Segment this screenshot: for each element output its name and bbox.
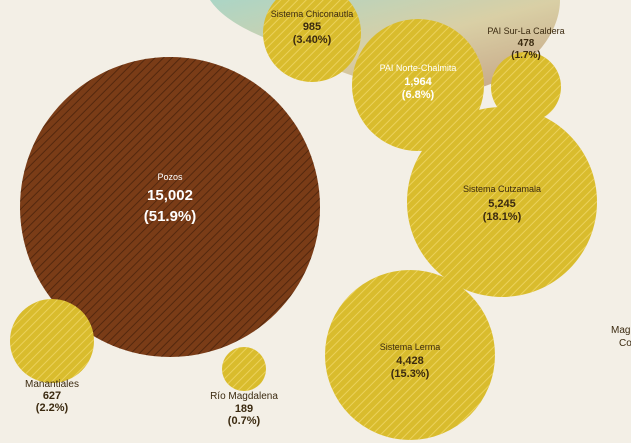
bubble-share-rio-magdalena: (0.7%) [228, 415, 261, 427]
bubble-label-rio-magdalena: Río Magdalena [210, 391, 278, 402]
bubble-label-manantiales: Manantiales [25, 379, 79, 390]
bubble-share-pai-norte-chalmita: (6.8%) [402, 89, 435, 101]
bubble-hatch-sistema-chiconautla [263, 0, 361, 82]
bubble-value-pozos: 15,002 [147, 187, 193, 204]
bubble-hatch-rio-magdalena [222, 347, 266, 391]
bubble-label-pozos: Pozos [157, 172, 183, 182]
bubble-value-rio-magdalena: 189 [235, 403, 253, 415]
cut-off-label-2: Co [619, 338, 631, 349]
bubble-label-sistema-chiconautla: Sistema Chiconautla [271, 9, 354, 19]
bubble-share-pai-sur-la-caldera: (1.7%) [511, 50, 540, 61]
cut-off-label-1: Mag [611, 325, 630, 336]
bubble-label-pai-norte-chalmita: PAI Norte-Chalmita [380, 63, 457, 73]
bubble-value-sistema-cutzamala: 5,245 [488, 198, 516, 210]
bubble-label-sistema-lerma: Sistema Lerma [380, 342, 441, 352]
bubble-value-sistema-chiconautla: 985 [303, 21, 321, 33]
bubble-hatch-pai-norte-chalmita [352, 19, 484, 151]
bubble-hatch-pai-sur-la-caldera [491, 52, 561, 122]
bubble-share-sistema-cutzamala: (18.1%) [483, 211, 522, 223]
bubble-value-pai-sur-la-caldera: 478 [518, 38, 535, 49]
bubble-hatch-sistema-lerma [325, 270, 495, 440]
bubble-hatch-sistema-cutzamala [407, 107, 597, 297]
bubble-label-pai-sur-la-caldera: PAI Sur-La Caldera [487, 26, 564, 36]
bubble-share-sistema-lerma: (15.3%) [391, 368, 430, 380]
bubble-label-sistema-cutzamala: Sistema Cutzamala [463, 184, 541, 194]
bubble-hatch-manantiales [10, 299, 94, 383]
bubble-hatch-pozos [20, 57, 320, 357]
bubble-share-pozos: (51.9%) [144, 208, 197, 225]
bubble-share-manantiales: (2.2%) [36, 402, 69, 414]
bubble-share-sistema-chiconautla: (3.40%) [293, 34, 332, 46]
bubble-value-sistema-lerma: 4,428 [396, 355, 424, 367]
bubble-value-pai-norte-chalmita: 1,964 [404, 76, 432, 88]
bubble-value-manantiales: 627 [43, 390, 61, 402]
